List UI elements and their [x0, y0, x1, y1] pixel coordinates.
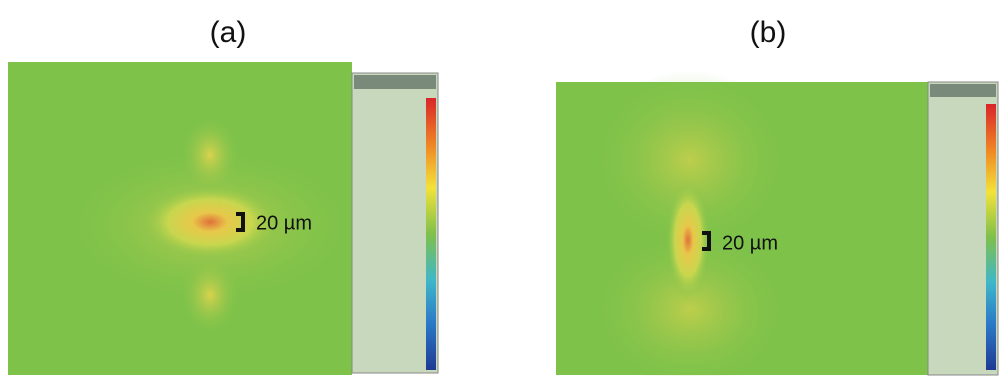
field-map: 20 µm [8, 62, 360, 375]
panel-label: (b) [750, 16, 787, 49]
field-map: 20 µm [556, 70, 928, 376]
scale-label: 20 µm [722, 232, 778, 254]
colorbar [351, 72, 439, 374]
scale-label: 20 µm [256, 212, 312, 234]
colorbar [927, 81, 999, 376]
panel-label: (a) [210, 16, 247, 49]
